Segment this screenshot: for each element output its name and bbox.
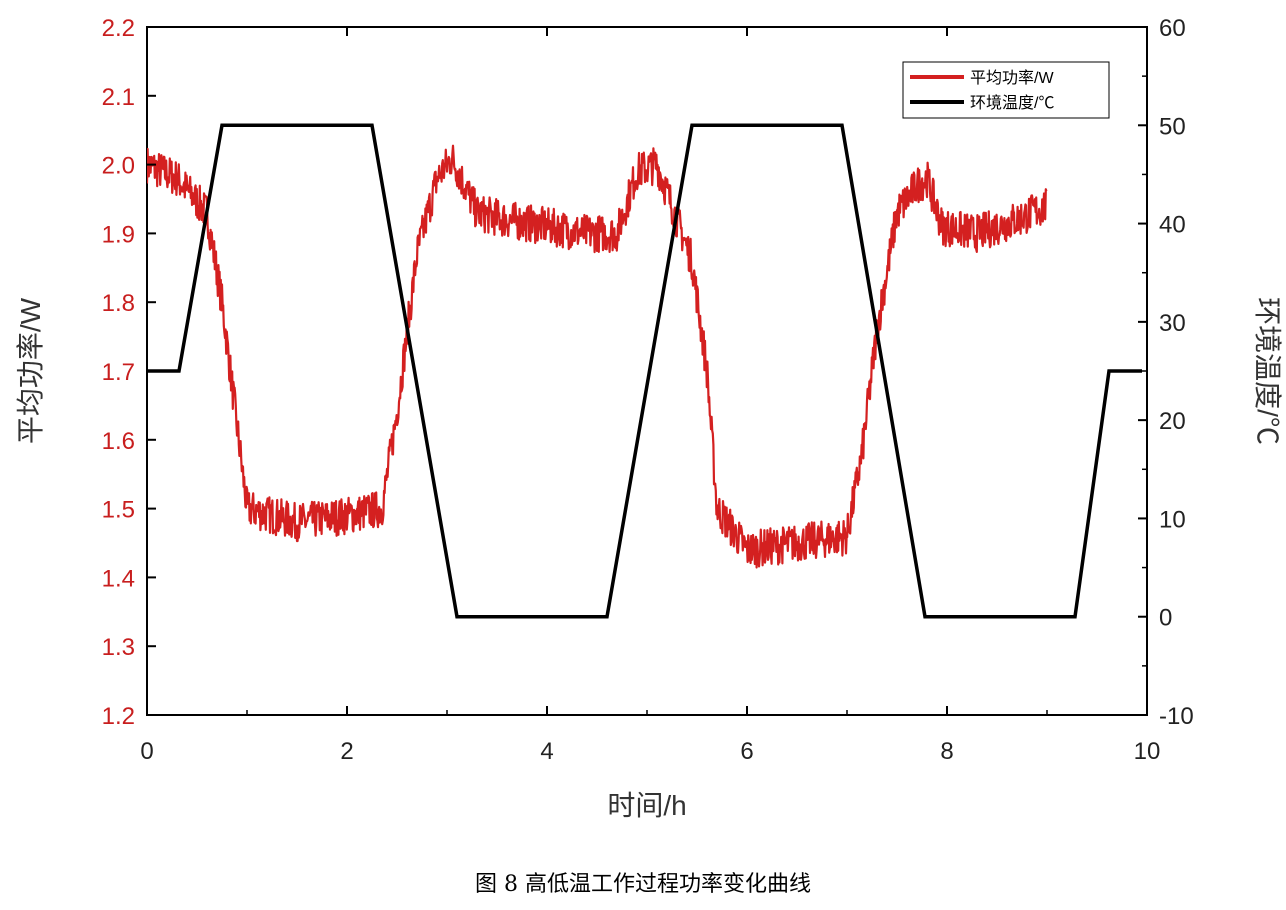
- legend-box: [902, 61, 1110, 119]
- left-y-tick-label: 1.7: [102, 359, 135, 386]
- right-y-tick-label: 40: [1159, 212, 1186, 239]
- x-tick-label: 10: [1134, 738, 1161, 765]
- x-tick-label: 2: [340, 738, 353, 765]
- left-y-tick-label: 1.3: [102, 634, 135, 661]
- left-y-tick-label: 1.9: [102, 221, 135, 248]
- right-y-axis: -10 0 10 20 30 40 50 60: [1138, 15, 1194, 730]
- right-y-tick-label: 0: [1159, 605, 1172, 632]
- right-y-tick-label: -10: [1159, 703, 1194, 730]
- legend-power-label: 平均功率/W: [970, 69, 1054, 87]
- left-y-tick-label: 2.2: [102, 15, 135, 42]
- right-y-tick-label: 30: [1159, 310, 1186, 337]
- dual-axis-line-chart: 0 2 4 6 8 10 1.2 1.3 1.4 1.5 1.6 1.7 1.8 1.9 2.0 2.1 2.…: [15, 15, 1283, 821]
- left-y-tick-label: 1.2: [102, 703, 135, 730]
- power-series-layer: [147, 144, 1048, 569]
- x-tick-label: 0: [140, 738, 153, 765]
- right-y-tick-label: 50: [1159, 113, 1186, 140]
- left-y-tick-label: 2.0: [102, 153, 135, 180]
- x-tick-label: 6: [740, 738, 753, 765]
- power-series-line: [147, 144, 1048, 569]
- legend: 平均功率/W 环境温度/℃: [902, 61, 1110, 119]
- right-y-axis-title: 环境温度/℃: [1252, 297, 1283, 445]
- right-y-tick-label: 10: [1159, 506, 1186, 533]
- x-tick-label: 4: [540, 738, 553, 765]
- left-y-tick-label: 1.6: [102, 428, 135, 455]
- legend-temperature-label: 环境温度/℃: [970, 93, 1054, 112]
- left-y-tick-label: 2.1: [102, 84, 135, 111]
- left-y-axis: 1.2 1.3 1.4 1.5 1.6 1.7 1.8 1.9 2.0 2.1 2.2: [102, 15, 156, 730]
- plot-area-frame: [146, 26, 1148, 716]
- left-y-axis-title: 平均功率/W: [15, 297, 46, 444]
- x-axis-title: 时间/h: [607, 790, 686, 821]
- temperature-series-line: [147, 123, 1142, 619]
- left-y-tick-label: 1.4: [102, 565, 135, 592]
- figure-caption: 图 8 高低温工作过程功率变化曲线: [475, 872, 811, 897]
- left-y-tick-label: 1.5: [102, 497, 135, 524]
- left-y-tick-label: 1.8: [102, 290, 135, 317]
- right-y-tick-label: 60: [1159, 15, 1186, 42]
- right-y-tick-label: 20: [1159, 408, 1186, 435]
- x-tick-label: 8: [940, 738, 953, 765]
- x-axis: 0 2 4 6 8 10: [140, 27, 1160, 765]
- temperature-series-layer: [147, 123, 1142, 619]
